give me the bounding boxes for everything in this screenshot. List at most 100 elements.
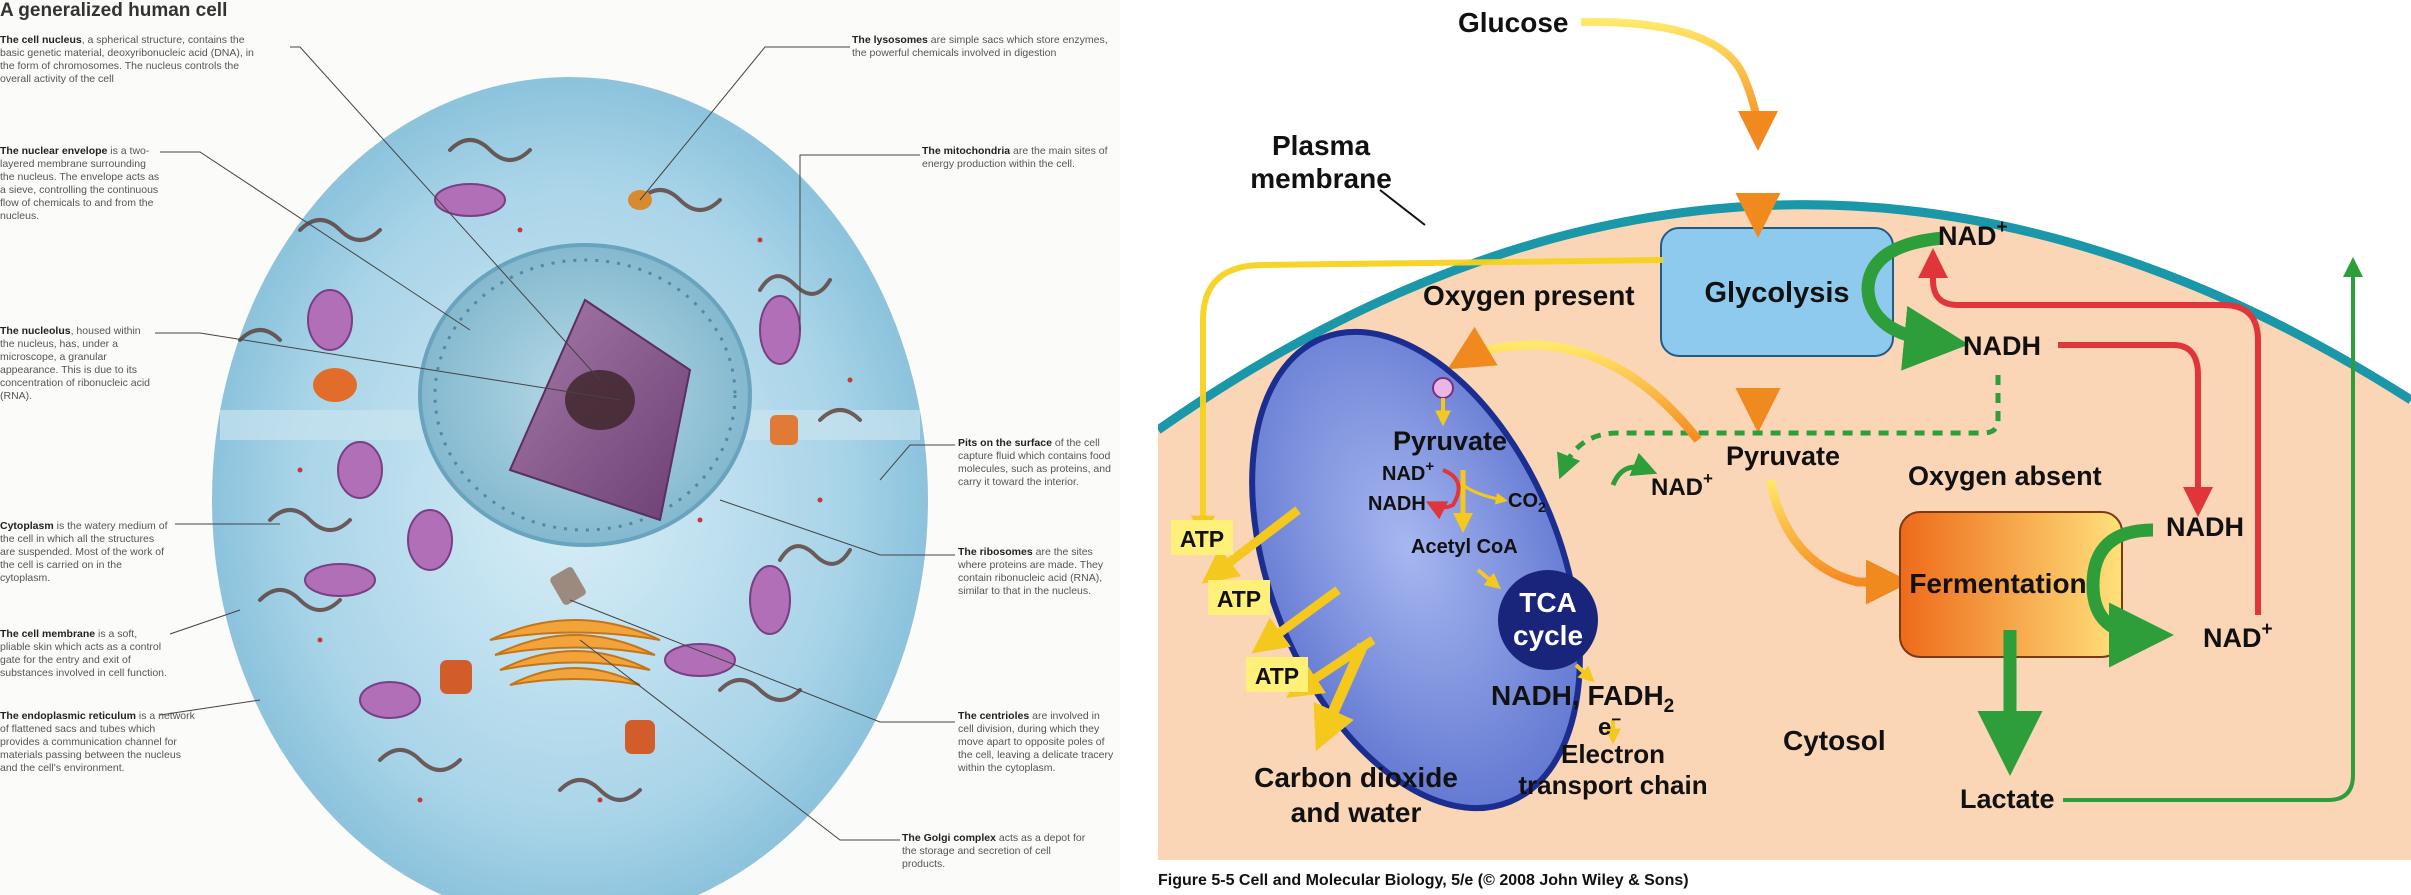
label-pyruvate-mito: Pyruvate: [1393, 426, 1507, 456]
label-co2: CO2: [1508, 490, 1546, 515]
label-electron-1: Electron: [1561, 739, 1665, 769]
annotation-term: The nucleolus: [0, 325, 71, 337]
label-nad-mid: NAD+: [1651, 469, 1713, 501]
label-nad-top: NAD+: [1938, 217, 2008, 251]
annotation-term: The cell nucleus: [0, 34, 82, 46]
annotation-text: are simple sacs which store enzymes, the…: [852, 34, 1108, 59]
annotation-lysosomes: The lysosomes are simple sacs which stor…: [852, 34, 1120, 60]
label-oxygen-absent: Oxygen absent: [1908, 461, 2102, 491]
mitochondrion: [337, 441, 383, 499]
annotation-cell-membrane: The cell membrane is a soft, pliable ski…: [0, 628, 170, 680]
label-tca: TCA: [1519, 587, 1577, 618]
atp-box-2: [1208, 580, 1270, 615]
mitochondrion: [749, 565, 791, 635]
annotation-term: The nuclear envelope: [0, 145, 108, 157]
annotation-text: is a two-layered membrane surrounding th…: [0, 145, 160, 222]
annotation-term: The endoplasmic reticulum: [0, 710, 136, 722]
annotation-text: are involved in cell division, during wh…: [958, 710, 1114, 774]
label-pyruvate-cytosol: Pyruvate: [1726, 441, 1840, 471]
plus-sign: +: [1425, 458, 1434, 475]
label-nad-mito: NAD+: [1382, 458, 1434, 485]
cell-title: A generalized human cell: [0, 0, 228, 21]
label-and-water: and water: [1291, 797, 1422, 828]
label-electron: e−: [1598, 710, 1621, 741]
electron-text: e: [1598, 714, 1611, 741]
annotation-mitochondria: The mitochondria are the main sites of e…: [922, 145, 1120, 171]
label-glucose: Glucose: [1458, 7, 1568, 38]
atp-box-3: [1246, 657, 1308, 692]
annotation-text: of the cell capture fluid which contains…: [958, 437, 1111, 488]
tca-cycle-circle: [1498, 570, 1598, 670]
mitochondrion: [664, 643, 736, 677]
label-nadh-mito: NADH: [1368, 493, 1426, 515]
mitochondrion: [304, 563, 376, 597]
nadh-fadh-text: NADH, FADH: [1491, 680, 1664, 711]
annotation-nucleus: The cell nucleus, a spherical structure,…: [0, 34, 270, 86]
co-text: CO: [1508, 490, 1538, 512]
annotation-er: The endoplasmic reticulum is a network o…: [0, 710, 195, 775]
label-oxygen-present: Oxygen present: [1423, 280, 1635, 311]
annotation-term: The mitochondria: [922, 145, 1011, 157]
annotation-cytoplasm: Cytoplasm is the watery medium of the ce…: [0, 520, 170, 585]
minus-sign: −: [1611, 710, 1621, 729]
annotation-text: acts as a depot for the storage and secr…: [902, 832, 1086, 870]
golgi-shape: [489, 619, 661, 686]
annotation-nuclear-envelope: The nuclear envelope is a two-layered me…: [0, 145, 160, 223]
nad-text: NAD: [1651, 474, 1703, 501]
annotation-golgi: The Golgi complex acts as a depot for th…: [902, 832, 1092, 871]
label-cytosol: Cytosol: [1783, 725, 1886, 756]
mitochondrion: [434, 183, 506, 217]
atp-label-1: ATP: [1180, 526, 1224, 552]
annotation-term: The cell membrane: [0, 628, 96, 640]
annotation-text: are the sites where proteins are made. T…: [958, 546, 1104, 597]
annotation-term: Pits on the surface: [958, 437, 1052, 449]
annotation-term: The lysosomes: [852, 34, 928, 46]
label-plasma: Plasma: [1272, 130, 1370, 161]
annotation-text: is a network of flattened sacs and tubes…: [0, 710, 195, 774]
metabolism-drawing: Glucose Plasma membrane Oxygen present G…: [1158, 7, 2411, 860]
subscript-2: 2: [1538, 499, 1546, 515]
label-cycle: cycle: [1513, 620, 1583, 651]
annotation-ribosomes: The ribosomes are the sites where protei…: [958, 546, 1120, 598]
label-acetyl-coa: Acetyl CoA: [1411, 536, 1518, 558]
cell-drawing: [155, 46, 955, 895]
nad-text: NAD: [2203, 623, 2262, 653]
mitochondrion: [407, 509, 453, 571]
annotation-nucleolus: The nucleolus, housed within the nucleus…: [0, 325, 155, 403]
label-nadh-ferm: NADH: [2166, 512, 2244, 542]
annotation-text: , a spherical structure, contains the ba…: [0, 34, 254, 85]
atp-label-3: ATP: [1255, 663, 1299, 689]
label-nad-ferm: NAD+: [2203, 619, 2273, 653]
label-carbon-dioxide: Carbon dioxide: [1254, 762, 1458, 793]
figure-caption: Figure 5-5 Cell and Molecular Biology, 5…: [1158, 872, 1689, 889]
annotation-text: are the main sites of energy production …: [922, 145, 1108, 170]
nad-text: NAD: [1382, 463, 1425, 485]
label-nadh-fadh: NADH, FADH2: [1491, 680, 1674, 717]
label-lactate: Lactate: [1960, 784, 2055, 814]
atp-label-2: ATP: [1217, 586, 1261, 612]
annotation-term: The Golgi complex: [902, 832, 996, 844]
annotation-term: Cytoplasm: [0, 520, 54, 532]
mitochondrion: [307, 289, 353, 351]
metabolism-diagram: Glucose Plasma membrane Oxygen present G…: [1158, 0, 2411, 895]
label-membrane: membrane: [1250, 163, 1392, 194]
label-nadh-top: NADH: [1963, 331, 2041, 361]
mitochondrion: [759, 295, 801, 365]
annotation-text: is the watery medium of the cell in whic…: [0, 520, 168, 584]
annotation-centrioles: The centrioles are involved in cell divi…: [958, 710, 1118, 775]
subscript-2: 2: [1664, 696, 1675, 717]
plus-sign: +: [1703, 469, 1713, 488]
plus-sign: +: [1997, 217, 2008, 238]
label-transport-chain: transport chain: [1518, 770, 1707, 800]
annotation-text: is a soft, pliable skin which acts as a …: [0, 628, 167, 679]
annotation-pits: Pits on the surface of the cell capture …: [958, 437, 1120, 489]
nad-text: NAD: [1938, 221, 1997, 251]
annotation-term: The centrioles: [958, 710, 1030, 722]
plasma-membrane-line: [1158, 200, 2411, 434]
plus-sign: +: [2262, 619, 2273, 640]
mitochondrion: [359, 681, 421, 719]
label-fermentation: Fermentation: [1909, 568, 2086, 599]
annotation-text: , housed within the nucleus, has, under …: [0, 325, 151, 402]
human-cell-illustration: A generalized human cell: [0, 0, 1120, 895]
label-glycolysis: Glycolysis: [1704, 277, 1849, 309]
